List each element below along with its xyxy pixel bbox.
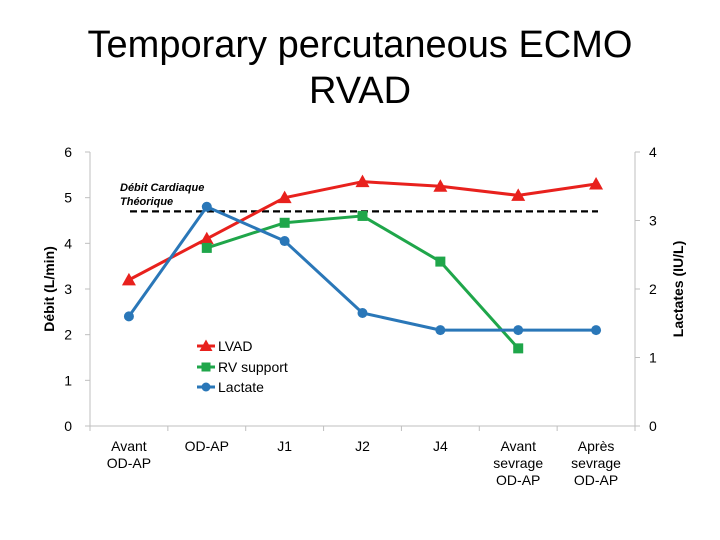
series-rv-support-point-2 xyxy=(279,217,290,228)
series-rv-support-point-3 xyxy=(357,210,368,221)
series-lvad-point-4 xyxy=(433,179,448,192)
right-tick-label-1: 1 xyxy=(649,350,657,366)
series-layer xyxy=(121,174,604,354)
left-axis-ticks: 0 1 2 3 4 5 6 xyxy=(64,144,90,434)
series-rv-support-point-4 xyxy=(435,256,446,267)
series-lvad-point-5 xyxy=(511,188,526,201)
legend-rv-support-label: RV support xyxy=(218,359,288,375)
right-tick-label-4: 4 xyxy=(649,144,657,160)
series-lactate xyxy=(123,201,602,336)
legend: LVAD RV support Lactate xyxy=(197,338,288,395)
right-tick-label-2: 2 xyxy=(649,281,657,297)
y2-axis-title: Lactates (IU/L) xyxy=(670,241,686,337)
x-tick-label-4: J4 xyxy=(433,438,448,454)
series-lvad-point-6 xyxy=(589,176,604,190)
left-tick-label-0: 0 xyxy=(64,418,72,434)
series-lactate-point-1 xyxy=(201,201,212,212)
series-rv-support xyxy=(201,210,524,354)
left-tick-label-6: 6 xyxy=(64,144,72,160)
x-tick-label-5-line-2: OD-AP xyxy=(496,472,540,488)
x-tick-label-5: Avant sevrage OD-AP xyxy=(493,438,543,488)
series-lactate-point-2 xyxy=(279,236,290,247)
reference-line-label-line-1: Débit Cardiaque xyxy=(120,182,204,194)
slide-title: Temporary percutaneous ECMO RVAD xyxy=(0,22,720,114)
reference-line-label-line-2: Théorique xyxy=(120,196,173,208)
series-lvad-point-1 xyxy=(199,231,214,245)
left-tick-label-2: 2 xyxy=(64,327,72,343)
series-lactate-point-0 xyxy=(123,311,134,322)
right-axis-ticks: 0 1 2 3 4 xyxy=(635,144,657,434)
left-tick-label-1: 1 xyxy=(64,372,72,388)
series-lactate-point-6 xyxy=(591,325,602,336)
x-tick-label-3-line-0: J2 xyxy=(355,438,370,454)
x-tick-label-4-line-0: J4 xyxy=(433,438,448,454)
left-tick-label-4: 4 xyxy=(64,235,72,251)
right-tick-label-3: 3 xyxy=(649,213,657,229)
y-axis-title: Débit (L/min) xyxy=(41,246,57,332)
series-lvad xyxy=(121,174,604,286)
x-tick-label-6: Après sevrage OD-AP xyxy=(571,438,621,488)
x-tick-label-3: J2 xyxy=(355,438,370,454)
x-tick-label-5-line-1: sevrage xyxy=(493,455,543,471)
x-tick-label-0-line-0: Avant xyxy=(111,438,147,454)
legend-lvad-marker xyxy=(199,339,213,351)
series-lvad-point-0 xyxy=(121,272,136,286)
x-tick-label-0-line-1: OD-AP xyxy=(107,455,151,471)
x-tick-label-6-line-0: Après xyxy=(578,438,615,454)
series-lvad-point-3 xyxy=(355,174,370,188)
series-lvad-line xyxy=(128,180,597,282)
left-tick-label-3: 3 xyxy=(64,281,72,297)
x-tick-label-2-line-0: J1 xyxy=(277,438,292,454)
left-tick-label-5: 5 xyxy=(64,190,72,206)
x-tick-label-0: Avant OD-AP xyxy=(107,438,151,471)
slide-title-line-2: RVAD xyxy=(308,70,412,112)
right-tick-label-0: 0 xyxy=(649,418,657,434)
series-lactate-point-5 xyxy=(513,325,524,336)
legend-lactate-label: Lactate xyxy=(218,379,264,395)
x-tick-label-6-line-1: sevrage xyxy=(571,455,621,471)
series-lactate-point-4 xyxy=(435,325,446,336)
legend-lactate-marker xyxy=(201,382,211,392)
x-tick-label-2: J1 xyxy=(277,438,292,454)
x-tick-label-6-line-2: OD-AP xyxy=(574,472,618,488)
series-lvad-point-2 xyxy=(277,190,292,204)
slide-title-line-1: Temporary percutaneous ECMO xyxy=(87,24,633,66)
series-rv-support-line xyxy=(206,214,520,350)
x-tick-label-1: OD-AP xyxy=(185,438,229,454)
series-lactate-point-3 xyxy=(357,307,368,318)
x-tick-label-5-line-0: Avant xyxy=(500,438,536,454)
series-rv-support-point-5 xyxy=(513,343,524,354)
series-rv-support-point-1 xyxy=(201,242,212,253)
reference-line-label: Débit Cardiaque Théorique xyxy=(120,182,207,208)
legend-lvad-label: LVAD xyxy=(218,338,253,354)
legend-rv-support-marker xyxy=(201,362,211,372)
x-tick-label-1-line-0: OD-AP xyxy=(185,438,229,454)
